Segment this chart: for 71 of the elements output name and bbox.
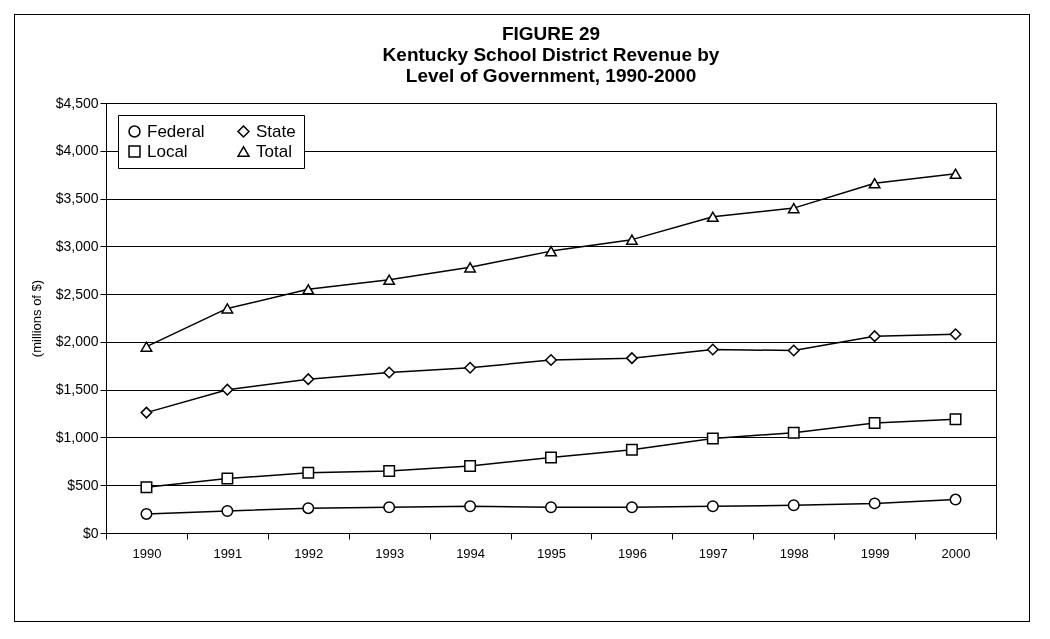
point [949,493,962,506]
y-tick-label: $1,000 [55,428,99,445]
y-tick-label: $500 [67,476,99,493]
point [787,202,800,214]
point [221,383,234,396]
point [464,460,477,473]
point [545,354,557,367]
chart-title: FIGURE 29 Kentucky School District Revenue by Level of Government, 1990-2000 [382,23,720,86]
x-tick-label: 1994 [456,545,486,561]
point [625,501,638,514]
y-tick-label: $1,500 [55,381,99,398]
x-tick-label: 1996 [617,545,647,561]
legend-label: Federal [147,121,205,141]
y-tick-label: $2,000 [55,333,99,350]
point [302,284,315,295]
x-tick-label: 1990 [132,545,162,561]
point [787,499,800,512]
point [140,406,153,419]
point [706,343,719,356]
point [221,505,234,518]
point [221,303,234,314]
point [949,168,962,179]
y-tick-label: $0 [82,524,99,541]
point [706,432,719,445]
point [868,177,881,189]
point [221,472,234,485]
point [787,426,800,439]
y-axis-title: (millions of $) [28,279,44,358]
point [383,464,396,477]
point [383,274,396,286]
x-tick-label: 1998 [779,545,809,561]
x-tick-label: 1993 [375,545,405,561]
point [868,330,881,343]
point [464,262,477,273]
x-tick-label: 2000 [941,545,971,561]
point [302,502,315,515]
point [625,443,638,456]
point [545,501,557,514]
legend-label: Local [147,141,188,161]
point [706,211,719,222]
point [302,373,315,386]
point [383,501,396,514]
point [868,497,881,510]
point [302,466,315,479]
legend-label: State [256,121,296,141]
y-tick-label: $4,500 [55,94,99,111]
x-tick-label: 1995 [537,545,566,561]
point [464,500,477,513]
point [140,507,153,520]
point [140,481,153,494]
point [949,328,962,341]
x-tick-label: 1992 [294,545,324,561]
y-tick-label: $4,000 [55,142,99,159]
point [706,500,719,513]
x-tick-label: 1991 [213,545,243,561]
point [383,366,396,379]
x-tick-label: 1997 [698,545,728,561]
x-tick-label: 1999 [860,545,890,561]
point [787,344,800,357]
point [545,245,557,257]
point [140,341,153,352]
legend-label: Total [256,141,292,161]
y-tick-label: $3,500 [55,190,99,207]
point [949,413,962,426]
point [545,451,557,464]
point [625,234,638,245]
point [464,361,477,374]
point [868,417,881,430]
y-tick-label: $2,500 [55,285,99,302]
point [625,352,638,365]
y-tick-label: $3,000 [55,237,99,254]
